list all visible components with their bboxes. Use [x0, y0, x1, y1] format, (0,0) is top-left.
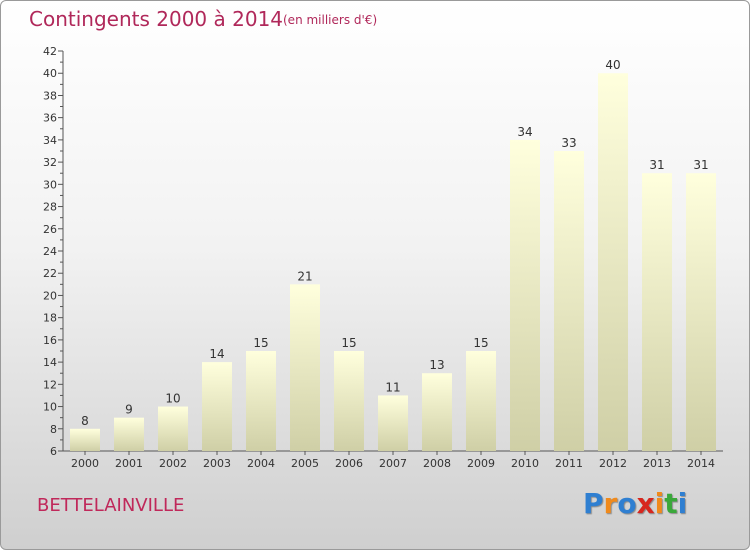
- x-tick-label: 2011: [555, 457, 583, 470]
- y-tick-label: 32: [43, 156, 57, 169]
- bar: [510, 139, 540, 451]
- x-tick-label: 2008: [423, 457, 451, 470]
- chart-title: Contingents 2000 à 2014: [29, 7, 284, 31]
- data-label: 10: [165, 392, 180, 406]
- x-tick-label: 2013: [643, 457, 671, 470]
- bar: [642, 173, 672, 451]
- x-tick-label: 2002: [159, 457, 187, 470]
- logo-letter: P: [583, 487, 604, 520]
- logo-letter: x: [636, 487, 655, 520]
- data-label: 33: [561, 136, 576, 150]
- y-tick-label: 42: [43, 45, 57, 58]
- data-label: 15: [253, 336, 268, 350]
- chart-bars: [70, 73, 716, 451]
- bar: [334, 351, 364, 451]
- logo-letter: i: [677, 487, 688, 520]
- logo-letter: t: [664, 487, 678, 520]
- data-label: 34: [517, 125, 532, 139]
- place-name: BETTELAINVILLE: [37, 495, 185, 516]
- data-label: 40: [605, 58, 620, 72]
- y-tick-label: 16: [43, 334, 57, 347]
- x-tick-label: 2001: [115, 457, 143, 470]
- data-label: 11: [385, 380, 400, 394]
- data-label: 8: [81, 414, 89, 428]
- x-tick-label: 2000: [71, 457, 99, 470]
- chart-subtitle: (en milliers d'€): [283, 13, 378, 27]
- proxiti-logo[interactable]: Proxiti: [583, 487, 687, 520]
- bar: [598, 73, 628, 451]
- bar: [158, 406, 188, 451]
- data-label: 9: [125, 403, 133, 417]
- y-tick-label: 18: [43, 312, 57, 325]
- y-tick-label: 36: [43, 112, 57, 125]
- y-tick-label: 26: [43, 223, 57, 236]
- data-label: 13: [429, 358, 444, 372]
- bar: [378, 395, 408, 451]
- x-tick-label: 2014: [687, 457, 715, 470]
- logo-letter: i: [654, 487, 665, 520]
- y-tick-label: 30: [43, 178, 57, 191]
- data-label: 31: [649, 158, 664, 172]
- bar: [202, 362, 232, 451]
- bar: [466, 351, 496, 451]
- y-tick-label: 28: [43, 201, 57, 214]
- data-label: 14: [209, 347, 224, 361]
- y-tick-label: 14: [43, 356, 57, 369]
- y-tick-label: 6: [50, 445, 57, 458]
- data-label: 21: [297, 269, 312, 283]
- x-tick-label: 2005: [291, 457, 319, 470]
- y-tick-label: 34: [43, 134, 57, 147]
- data-label: 15: [341, 336, 356, 350]
- y-tick-label: 20: [43, 289, 57, 302]
- bar: [114, 417, 144, 451]
- bar: [246, 351, 276, 451]
- x-tick-label: 2006: [335, 457, 363, 470]
- y-tick-label: 24: [43, 245, 57, 258]
- x-tick-label: 2009: [467, 457, 495, 470]
- x-tick-label: 2003: [203, 457, 231, 470]
- logo-letter: r: [603, 487, 618, 520]
- data-label: 31: [693, 158, 708, 172]
- y-tick-label: 38: [43, 89, 57, 102]
- bar: [290, 284, 320, 451]
- bar: [554, 151, 584, 451]
- chart-value-labels: 8 9 10 14 15 21 15 11 13 15 34 33 40 31 31: [81, 58, 708, 428]
- y-tick-label: 8: [50, 423, 57, 436]
- data-label: 15: [473, 336, 488, 350]
- y-tick-label: 22: [43, 267, 57, 280]
- x-tick-label: 2004: [247, 457, 275, 470]
- x-tick-label: 2007: [379, 457, 407, 470]
- y-tick-label: 12: [43, 378, 57, 391]
- chart-axes: 6 8 10 12 14 16 18 20 22 24 26 28 30 32 34 36 38 40 42 2000…: [43, 45, 723, 470]
- y-tick-label: 10: [43, 401, 57, 414]
- x-tick-label: 2012: [599, 457, 627, 470]
- logo-letter: o: [617, 487, 637, 520]
- bar: [70, 428, 100, 451]
- bar: [686, 173, 716, 451]
- y-tick-label: 40: [43, 67, 57, 80]
- bar: [422, 373, 452, 451]
- x-tick-label: 2010: [511, 457, 539, 470]
